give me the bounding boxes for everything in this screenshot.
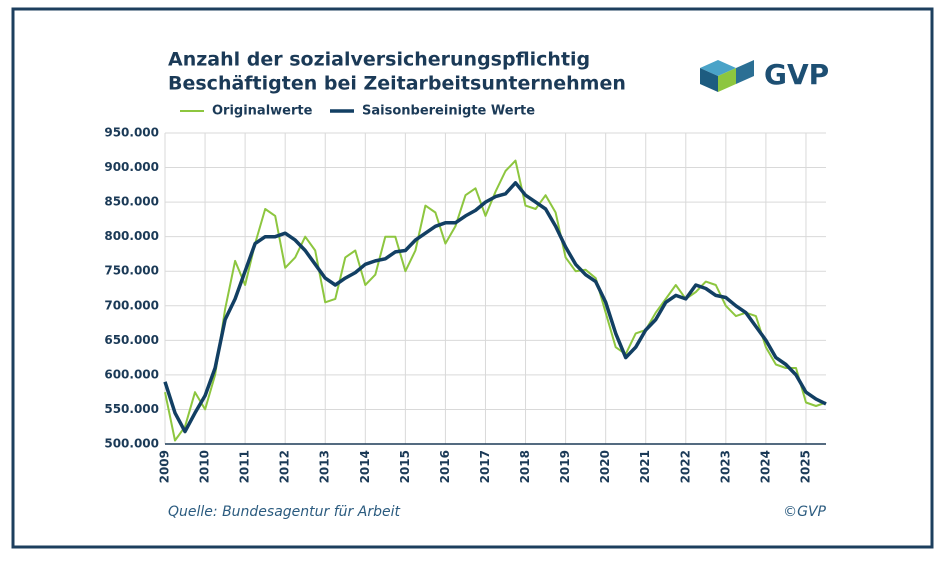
x-tick-label: 2016 (438, 450, 452, 483)
series-line (163, 181, 827, 434)
source: Quelle: Bundesagentur für Arbeit (168, 504, 400, 520)
chart-title: Beschäftigten bei Zeitarbeitsunternehmen (168, 73, 626, 95)
x-tick-label: 2015 (398, 450, 412, 483)
x-tick-label: 2009 (158, 450, 172, 483)
x-tick-label: 2014 (358, 450, 372, 483)
series-line (164, 159, 827, 442)
chart-title: Anzahl der sozialversicherungspflichtig (168, 49, 590, 71)
x-tick-label: 2023 (718, 450, 732, 483)
x-tick-label: 2022 (678, 450, 692, 483)
y-tick-label: 850.000 (104, 195, 159, 209)
y-tick-label: 900.000 (104, 160, 159, 174)
x-tick-label: 2012 (278, 450, 292, 483)
x-tick-label: 2025 (798, 450, 812, 483)
x-tick-label: 2021 (638, 450, 652, 483)
legend-label: Saisonbereinigte Werte (362, 104, 535, 119)
x-tick-label: 2013 (318, 450, 332, 483)
logo-icon (700, 60, 754, 92)
x-tick-label: 2018 (518, 450, 532, 483)
x-tick-label: 2010 (198, 450, 212, 483)
x-tick-label: 2020 (598, 450, 612, 483)
y-tick-label: 700.000 (104, 298, 159, 312)
x-tick-label: 2011 (238, 450, 252, 483)
y-tick-label: 750.000 (104, 264, 159, 278)
y-tick-label: 800.000 (104, 229, 159, 243)
y-tick-label: 550.000 (104, 402, 159, 416)
y-tick-label: 500.000 (104, 437, 159, 451)
y-tick-label: 950.000 (104, 126, 159, 140)
y-tick-label: 600.000 (104, 367, 159, 381)
copyright: ©GVP (783, 504, 826, 520)
logo-text: GVP (764, 58, 829, 91)
x-tick-label: 2017 (478, 450, 492, 483)
x-tick-label: 2019 (558, 450, 572, 483)
x-tick-label: 2024 (758, 450, 772, 483)
y-tick-label: 650.000 (104, 333, 159, 347)
frame (11, 7, 934, 549)
legend-label: Originalwerte (212, 104, 313, 119)
